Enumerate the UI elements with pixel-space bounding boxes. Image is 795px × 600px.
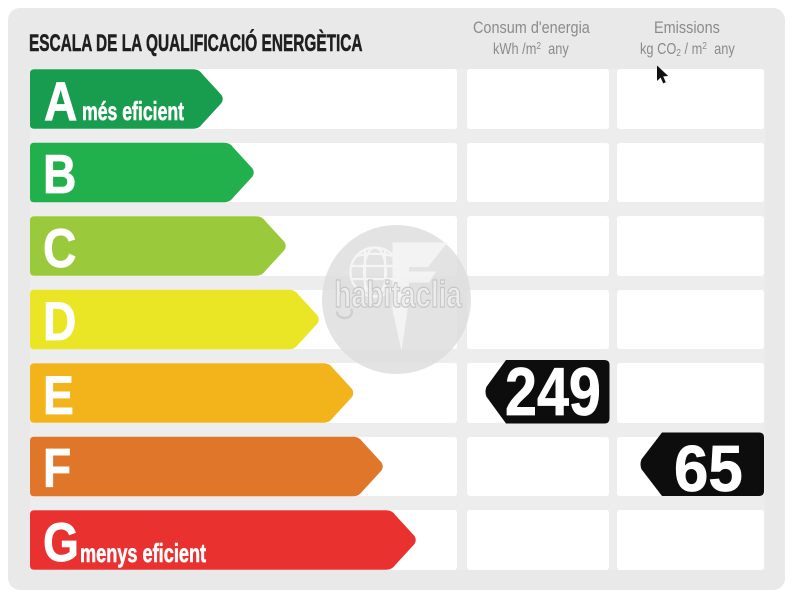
- svg-text:habitaclia: habitaclia: [334, 273, 462, 315]
